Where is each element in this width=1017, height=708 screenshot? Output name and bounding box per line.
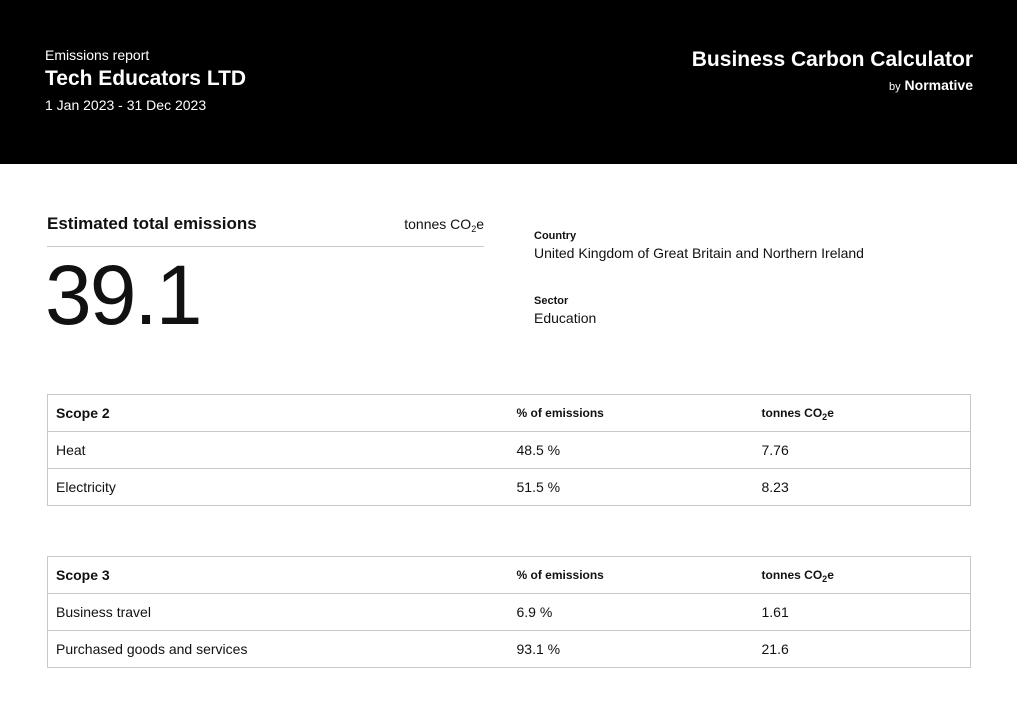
sector-label: Sector (534, 295, 569, 307)
table-row: Business travel 6.9 % 1.61 (47, 593, 971, 631)
scope3-title: Scope 3 (47, 556, 509, 594)
report-period: 1 Jan 2023 - 31 Dec 2023 (45, 97, 207, 113)
row-tonnes: 7.76 (753, 431, 971, 469)
report-kicker: Emissions report (45, 47, 150, 63)
scope3-table: Scope 3 % of emissions tonnes CO2e Busin… (47, 556, 971, 668)
unit-suffix: e (827, 406, 834, 420)
row-name: Heat (47, 431, 509, 469)
unit-subscript: 2 (822, 574, 828, 584)
row-name: Purchased goods and services (47, 630, 509, 668)
row-name: Business travel (47, 593, 509, 631)
brand-name: Normative (904, 77, 973, 93)
company-name: Tech Educators LTD (45, 67, 247, 90)
unit-prefix: tonnes CO (761, 568, 823, 582)
pct-column-header: % of emissions (508, 556, 754, 594)
scope2-table: Scope 2 % of emissions tonnes CO2e Heat … (47, 394, 971, 506)
row-tonnes: 8.23 (753, 468, 971, 506)
unit-suffix: e (827, 568, 834, 582)
total-emissions-panel: Estimated total emissions tonnes CO2e 39… (45, 214, 484, 342)
row-tonnes: 21.6 (753, 630, 971, 668)
tonnes-column-header: tonnes CO2e (753, 394, 971, 432)
unit-suffix: e (476, 216, 484, 232)
unit-subscript: 2 (822, 412, 828, 422)
brand-byline: by Normative (889, 77, 973, 93)
table-header-row: Scope 3 % of emissions tonnes CO2e (47, 556, 971, 594)
table-row: Electricity 51.5 % 8.23 (47, 468, 971, 506)
brand-by-text: by (889, 81, 901, 93)
report-header: Emissions report Tech Educators LTD 1 Ja… (0, 0, 1017, 164)
row-name: Electricity (47, 468, 509, 506)
table-row: Purchased goods and services 93.1 % 21.6 (47, 630, 971, 668)
unit-prefix: tonnes CO (404, 216, 472, 232)
total-emissions-header: Estimated total emissions tonnes CO2e (47, 214, 484, 247)
row-pct: 93.1 % (508, 630, 754, 668)
sector-block: Sector Education (534, 295, 974, 326)
unit-prefix: tonnes CO (761, 406, 823, 420)
tonnes-column-header: tonnes CO2e (753, 556, 971, 594)
total-emissions-unit: tonnes CO2e (404, 216, 484, 234)
country-value: United Kingdom of Great Britain and Nort… (534, 245, 864, 261)
brand-title: Business Carbon Calculator (691, 48, 973, 71)
row-pct: 48.5 % (508, 431, 754, 469)
sector-value: Education (534, 310, 597, 326)
table-row: Heat 48.5 % 7.76 (47, 431, 971, 469)
unit-subscript: 2 (471, 224, 477, 234)
table-header-row: Scope 2 % of emissions tonnes CO2e (47, 394, 971, 432)
total-emissions-value: 39.1 (45, 248, 203, 342)
row-pct: 51.5 % (508, 468, 754, 506)
total-emissions-label: Estimated total emissions (47, 214, 257, 233)
row-tonnes: 1.61 (753, 593, 971, 631)
pct-column-header: % of emissions (508, 394, 754, 432)
country-block: Country United Kingdom of Great Britain … (534, 230, 974, 261)
scope2-title: Scope 2 (47, 394, 509, 432)
row-pct: 6.9 % (508, 593, 754, 631)
country-label: Country (534, 230, 577, 242)
